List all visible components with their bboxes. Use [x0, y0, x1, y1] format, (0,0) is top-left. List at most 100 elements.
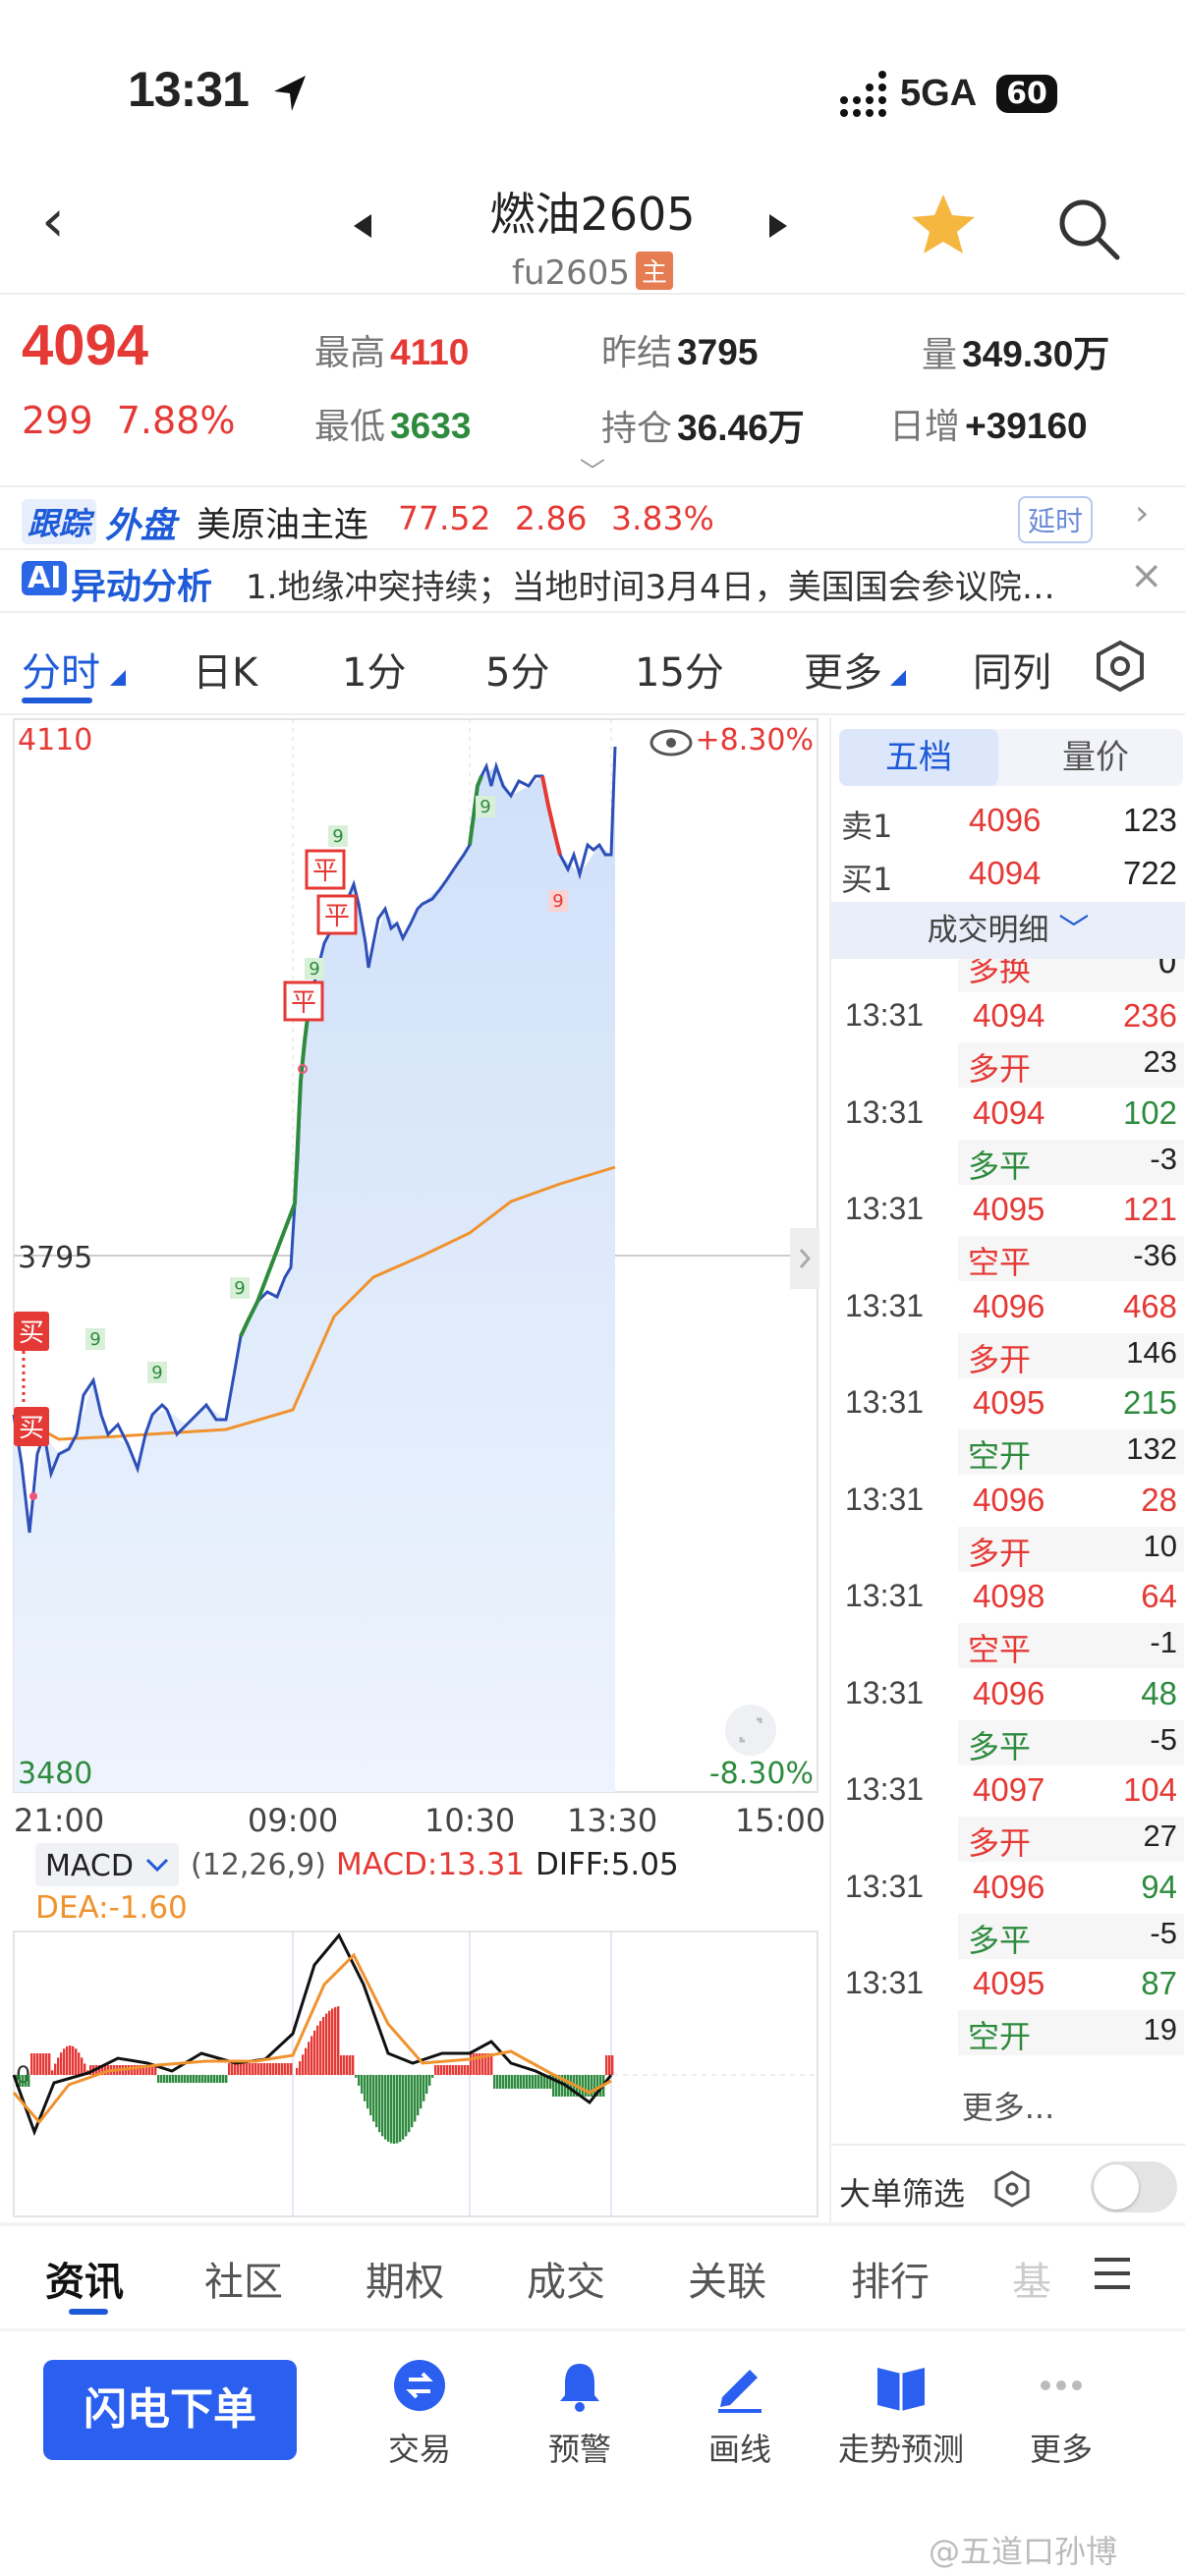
more-button[interactable]: 更多 [997, 2358, 1125, 2470]
trend-forecast-label: 走势预测 [837, 2431, 964, 2468]
more-trades-link[interactable]: 更多... [961, 2089, 1055, 2126]
alert-button[interactable]: 预警 [516, 2358, 644, 2470]
prev-contract-icon[interactable] [354, 214, 371, 238]
trade-volume: 48 [1141, 1675, 1177, 1711]
tab-intraday[interactable]: 分时 [22, 650, 100, 696]
macd-bar [69, 2045, 72, 2075]
close-marker-label: 平 [312, 857, 338, 886]
main-contract-badge: 主 [636, 252, 674, 290]
macd-bar [246, 2063, 249, 2075]
eye-icon[interactable] [649, 729, 693, 756]
expand-chevron-icon[interactable]: ﹀ [580, 458, 606, 487]
vol-value: 349.30万 [962, 334, 1110, 374]
close-marker[interactable]: 平 [283, 980, 324, 1022]
close-marker[interactable]: 平 [316, 894, 358, 935]
macd-bar [305, 2047, 308, 2075]
macd-bar [375, 2075, 378, 2128]
trade-volume: 87 [1141, 1965, 1177, 2001]
book-chart-icon [877, 2368, 925, 2411]
close-icon[interactable]: × [1130, 553, 1163, 598]
next-contract-icon[interactable] [769, 214, 787, 238]
more-label: 更多 [1029, 2431, 1093, 2468]
draw-label: 画线 [707, 2431, 771, 2468]
side-expand-icon[interactable] [790, 1228, 819, 1289]
search-icon[interactable] [1056, 196, 1121, 261]
trend-forecast-button[interactable]: 走势预测 [837, 2358, 965, 2470]
menu-icon[interactable] [1093, 2254, 1132, 2293]
macd-bar [579, 2075, 582, 2097]
tab-underline [69, 2309, 108, 2315]
trade-price: 4095 [973, 1191, 1045, 1227]
buy-marker-label: 买 [19, 1318, 44, 1348]
macd-selector[interactable]: MACD [35, 1843, 179, 1886]
macd-bar [193, 2075, 196, 2083]
prev-settle-stat: 昨结 3795 [601, 324, 758, 375]
trade-delta: -36 [1133, 1238, 1177, 1272]
macd-bar [89, 2065, 92, 2075]
macd-bar [499, 2075, 502, 2089]
tab-same-column[interactable]: 同列 [973, 650, 1051, 696]
back-icon[interactable]: ‹ [41, 187, 65, 255]
trade-time: 13:31 [845, 1094, 925, 1130]
tab-volume-price[interactable]: 量价 [1062, 738, 1129, 777]
macd-bar [299, 2061, 302, 2075]
tab-five-levels[interactable]: 五档 [839, 729, 998, 786]
foreign-change: 2.86 [514, 499, 588, 537]
tab-15min[interactable]: 15分 [635, 650, 724, 696]
tab-community[interactable]: 社区 [204, 2260, 283, 2305]
tab-1min[interactable]: 1分 [342, 650, 407, 696]
star-icon[interactable] [909, 192, 978, 256]
settings-hex-icon[interactable] [992, 2169, 1032, 2209]
tab-trades[interactable]: 成交 [527, 2260, 605, 2305]
low-label: 最低 [314, 407, 386, 447]
macd-bar [420, 2075, 423, 2109]
chevron-right-icon[interactable]: › [1135, 493, 1150, 533]
pct-top-label: +8.30% [696, 723, 814, 757]
macd-bar [137, 2065, 140, 2075]
trade-volume: 104 [1122, 1771, 1177, 1808]
macd-bar [484, 2053, 487, 2075]
macd-bar [546, 2075, 549, 2089]
nine-signal-label: 9 [234, 1278, 245, 1299]
watermark: @五道口孙博 [929, 2533, 1118, 2570]
flash-order-button[interactable]: 闪电下单 [43, 2360, 297, 2460]
close-marker[interactable]: 平 [305, 849, 346, 890]
fullscreen-icon[interactable] [725, 1705, 776, 1756]
macd-bar [585, 2075, 588, 2097]
tab-news[interactable]: 资讯 [45, 2260, 124, 2305]
bid-price: 4094 [969, 855, 1042, 891]
macd-bar [201, 2075, 204, 2083]
macd-bar [160, 2075, 163, 2083]
macd-bar [216, 2075, 219, 2083]
trade-action: 空平 [968, 1631, 1032, 1668]
ai-analysis-text[interactable]: 1.地缘冲突持续；当地时间3月4日，美国国会参议院… [246, 568, 1055, 607]
network-type: 5GA [900, 73, 978, 114]
trade-delta: 0 [1157, 959, 1177, 980]
macd-bar [169, 2075, 172, 2083]
tab-options[interactable]: 期权 [366, 2260, 444, 2305]
settings-hex-icon[interactable] [1093, 639, 1148, 694]
trade-price: 4096 [973, 1869, 1045, 1905]
macd-bar [54, 2063, 57, 2075]
macd-bar [473, 2053, 476, 2075]
intraday-chart[interactable]: 买 买 平 平 平 9 9 9 9 9 9 9 4110 3795 3480 +… [0, 715, 825, 2218]
tab-fundamentals[interactable]: 基 [1012, 2260, 1051, 2305]
price-change: 299 7.88% [22, 399, 235, 442]
time-label: 15:00 [735, 1802, 825, 1839]
tab-related[interactable]: 关联 [688, 2260, 766, 2305]
macd-bar [57, 2057, 60, 2075]
nine-signal-label: 9 [552, 891, 563, 912]
trade-action-bg [958, 959, 1184, 992]
macd-bar [470, 2053, 473, 2075]
trade-button[interactable]: 交易 [356, 2358, 483, 2470]
buy-marker[interactable]: 买 [14, 1312, 49, 1351]
buy-marker[interactable]: 买 [14, 1407, 49, 1446]
tab-more[interactable]: 更多 [804, 650, 882, 696]
location-arrow-icon [274, 76, 306, 111]
draw-button[interactable]: 画线 [676, 2358, 804, 2470]
trade-detail-header[interactable]: 成交明细 ﹀ [831, 902, 1185, 959]
tab-5min[interactable]: 5分 [485, 650, 550, 696]
divider [831, 2144, 1185, 2146]
tab-ranking[interactable]: 排行 [851, 2260, 930, 2305]
tab-daily-k[interactable]: 日K [193, 650, 258, 696]
